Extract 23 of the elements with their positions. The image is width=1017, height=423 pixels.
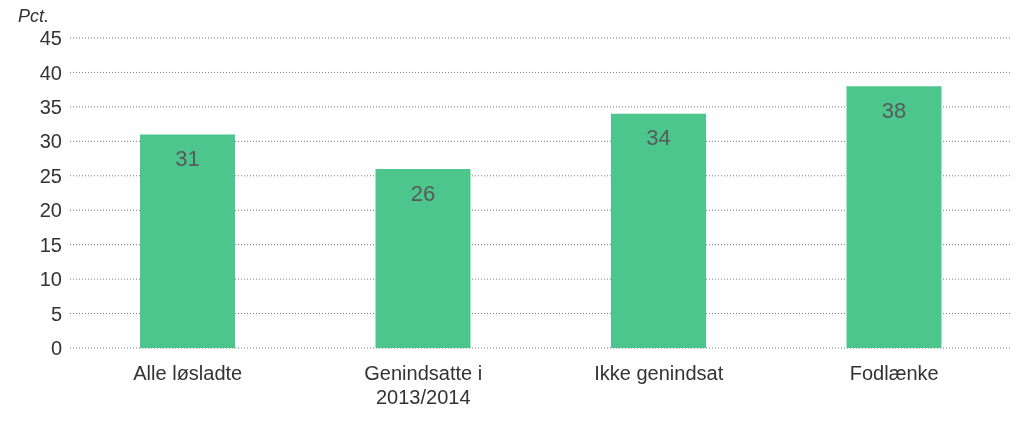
- y-tick-label: 20: [39, 199, 62, 222]
- bar: [140, 134, 235, 348]
- x-tick-label: Ikke genindsat: [594, 362, 724, 384]
- data-label: 26: [410, 180, 436, 206]
- y-tick-label: 15: [39, 233, 62, 256]
- y-tick-label: 30: [39, 130, 62, 153]
- y-tick-label: 40: [39, 61, 62, 84]
- data-label: 38: [881, 97, 907, 123]
- bar: [375, 168, 471, 348]
- y-tick-label: 25: [39, 164, 62, 187]
- y-tick-label: 35: [39, 95, 62, 118]
- y-tick-label: 0: [50, 337, 62, 360]
- y-tick-label: 5: [50, 302, 62, 325]
- bar: [846, 86, 942, 348]
- x-tick-label: Genindsatte i 2013/2014: [364, 362, 483, 408]
- bar: [611, 113, 706, 348]
- x-tick-label: Fodlænke: [849, 362, 939, 384]
- y-tick-label: 10: [39, 268, 62, 291]
- y-axis-title: Pct.: [18, 6, 50, 27]
- data-label: 34: [646, 125, 671, 151]
- y-tick-label: 45: [39, 27, 62, 50]
- data-label: 31: [175, 146, 200, 172]
- x-tick-label: Alle løsladte: [133, 362, 243, 384]
